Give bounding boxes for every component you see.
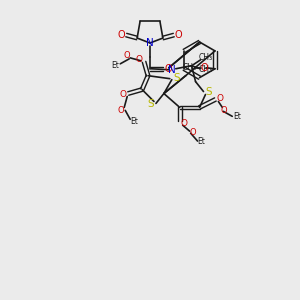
- Text: S: S: [205, 86, 212, 97]
- Text: O: O: [217, 94, 224, 103]
- Text: CH₃: CH₃: [182, 63, 196, 72]
- Text: O: O: [164, 64, 172, 74]
- Text: O: O: [118, 30, 125, 40]
- Text: Et: Et: [233, 112, 241, 121]
- Text: O: O: [120, 90, 127, 99]
- Text: S: S: [148, 99, 154, 110]
- Text: O: O: [180, 119, 187, 128]
- Text: Et: Et: [198, 136, 206, 146]
- Text: S: S: [173, 73, 180, 83]
- Text: O: O: [124, 51, 130, 60]
- Text: O: O: [189, 128, 196, 137]
- Text: N: N: [146, 38, 154, 48]
- Text: Et: Et: [130, 117, 138, 126]
- Text: CH₃: CH₃: [198, 65, 212, 74]
- Text: O: O: [200, 63, 208, 73]
- Text: CH₃: CH₃: [198, 53, 212, 62]
- Text: O: O: [175, 30, 182, 40]
- Text: O: O: [118, 106, 124, 115]
- Text: O: O: [221, 106, 228, 115]
- Text: O: O: [136, 55, 142, 64]
- Text: Et: Et: [111, 61, 119, 70]
- Text: N: N: [168, 65, 176, 75]
